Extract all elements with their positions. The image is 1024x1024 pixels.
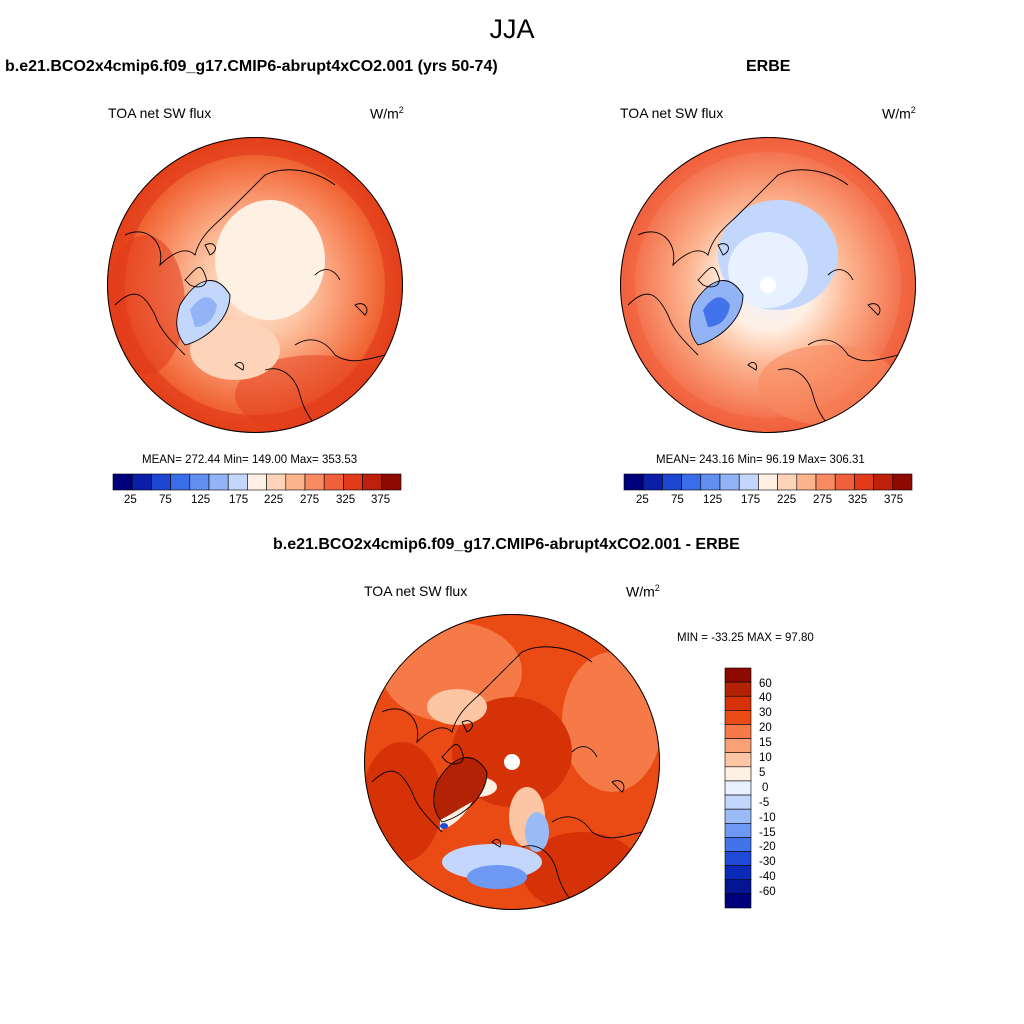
colorbar-model-tick: 325 <box>336 494 356 506</box>
colorbar-swatch <box>724 710 752 725</box>
colorbar-model-tick: 375 <box>371 494 391 506</box>
colorbar-swatch <box>227 473 248 491</box>
colorbar-swatch <box>681 473 702 491</box>
panel-diff-variable: TOA net SW flux <box>364 583 468 599</box>
colorbar-swatch <box>724 808 752 824</box>
colorbar-swatch <box>381 473 402 491</box>
colorbar-swatch <box>208 473 229 491</box>
colorbar-swatch <box>724 724 752 739</box>
colorbar-obs-tick: 225 <box>777 494 797 506</box>
panel-model-units: W/m2 <box>370 105 404 122</box>
colorbar-swatch <box>724 738 752 754</box>
colorbar-diff-tick: -15 <box>759 827 776 839</box>
colorbar-swatch <box>131 473 152 491</box>
polar-map-model <box>107 137 403 433</box>
colorbar-swatch <box>323 473 344 491</box>
panel-model-title: b.e21.BCO2x4cmip6.f09_g17.CMIP6-abrupt4x… <box>5 58 498 75</box>
colorbar-diff-tick: 10 <box>759 752 772 764</box>
colorbar-diff-tick: -60 <box>759 886 776 898</box>
colorbar-swatch <box>151 473 171 491</box>
colorbar-swatch <box>343 473 363 491</box>
panel-obs-title: ERBE <box>746 58 791 75</box>
panel-obs-stats: MEAN= 243.16 Min= 96.19 Max= 306.31 <box>656 454 865 466</box>
colorbar-swatch <box>112 473 133 491</box>
colorbar-swatch <box>724 752 752 768</box>
colorbar-diff-tick: -10 <box>759 812 776 824</box>
colorbar-obs <box>623 473 913 491</box>
colorbar-model-tick: 275 <box>300 494 320 506</box>
colorbar-obs-tick: 375 <box>884 494 904 506</box>
colorbar-swatch <box>724 794 752 810</box>
colorbar-swatch <box>642 473 663 491</box>
colorbar-swatch <box>170 473 191 491</box>
colorbar-diff-tick: 60 <box>759 678 772 690</box>
colorbar-model-tick: 225 <box>264 494 284 506</box>
colorbar-swatch <box>724 837 752 852</box>
colorbar-swatch <box>873 473 894 491</box>
colorbar-swatch <box>719 473 740 491</box>
colorbar-diff-tick: -20 <box>759 841 776 853</box>
colorbar-swatch <box>662 473 682 491</box>
main-title: JJA <box>489 14 535 44</box>
colorbar-swatch <box>834 473 855 491</box>
panel-obs-variable: TOA net SW flux <box>620 105 724 121</box>
colorbar-swatch <box>724 893 752 909</box>
colorbar-diff-tick: 30 <box>759 707 772 719</box>
colorbar-diff-tick: 40 <box>759 692 772 704</box>
colorbar-swatch <box>724 681 752 697</box>
colorbar-swatch <box>724 879 752 895</box>
colorbar-model-tick: 175 <box>229 494 249 506</box>
colorbar-diff-tick: -30 <box>759 856 776 868</box>
colorbar-swatch <box>724 667 752 683</box>
colorbar-diff-tick: 5 <box>759 767 766 779</box>
colorbar-obs-tick: 25 <box>636 494 649 506</box>
colorbar-swatch <box>189 473 210 491</box>
colorbar-model <box>112 473 402 491</box>
colorbar-diff-tick: 0 <box>762 782 769 794</box>
colorbar-diff-tick: -40 <box>759 871 776 883</box>
colorbar-obs-tick: 75 <box>671 494 684 506</box>
colorbar-swatch <box>815 473 836 491</box>
colorbar-model-tick: 125 <box>191 494 211 506</box>
colorbar-swatch <box>623 473 644 491</box>
colorbar-obs-tick: 275 <box>813 494 833 506</box>
colorbar-swatch <box>758 473 778 491</box>
colorbar-swatch <box>796 473 817 491</box>
colorbar-swatch <box>362 473 383 491</box>
colorbar-swatch <box>892 473 913 491</box>
colorbar-swatch <box>700 473 721 491</box>
colorbar-swatch <box>247 473 267 491</box>
colorbar-swatch <box>724 822 752 838</box>
colorbar-diff-tick: 15 <box>759 737 772 749</box>
colorbar-obs-tick: 125 <box>703 494 723 506</box>
panel-model-variable: TOA net SW flux <box>108 105 212 121</box>
panel-model-stats: MEAN= 272.44 Min= 149.00 Max= 353.53 <box>142 454 358 466</box>
colorbar-swatch <box>266 473 287 491</box>
colorbar-swatch <box>285 473 306 491</box>
colorbar-swatch <box>304 473 325 491</box>
colorbar-diff-tick: 20 <box>759 722 772 734</box>
colorbar-swatch <box>724 780 752 796</box>
colorbar-diff <box>724 667 752 909</box>
colorbar-obs-tick: 325 <box>848 494 868 506</box>
colorbar-diff-tick: -5 <box>759 797 770 809</box>
colorbar-swatch <box>724 851 752 866</box>
panel-diff-stats: MIN = -33.25 MAX = 97.80 <box>677 632 814 644</box>
panel-diff-title: b.e21.BCO2x4cmip6.f09_g17.CMIP6-abrupt4x… <box>273 536 740 553</box>
colorbar-swatch <box>854 473 874 491</box>
colorbar-swatch <box>724 695 752 711</box>
colorbar-swatch <box>724 865 752 881</box>
colorbar-obs-tick: 175 <box>741 494 761 506</box>
colorbar-model-tick: 25 <box>124 494 137 506</box>
polar-map-obs <box>620 137 916 433</box>
panel-diff-units: W/m2 <box>626 583 660 600</box>
colorbar-swatch <box>724 766 752 782</box>
colorbar-model-tick: 75 <box>159 494 172 506</box>
panel-obs-units: W/m2 <box>882 105 916 122</box>
colorbar-swatch <box>777 473 798 491</box>
colorbar-swatch <box>738 473 759 491</box>
polar-map-diff <box>364 614 660 910</box>
